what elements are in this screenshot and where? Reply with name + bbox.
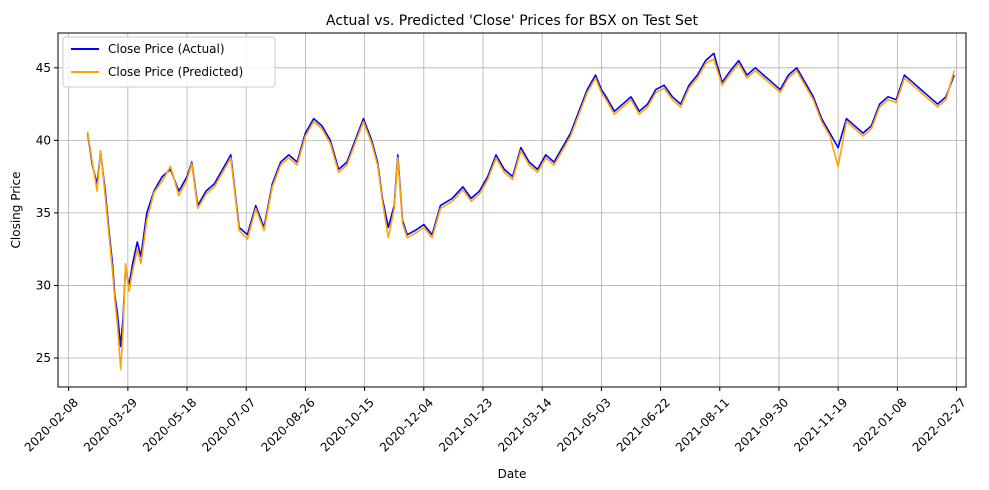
series-line-actual: [86, 52, 955, 348]
x-tick-label: 2022-02-27: [910, 395, 969, 454]
series-layer: [86, 52, 955, 371]
y-tick-label: 25: [36, 351, 51, 365]
legend-label-actual: Close Price (Actual): [108, 42, 225, 56]
x-tick-label: 2021-08-11: [673, 395, 732, 454]
x-tick-label: 2020-05-18: [140, 395, 199, 454]
y-tick-label: 30: [36, 278, 51, 292]
x-axis-ticks: 2020-02-08 2020-03-29 2020-05-18 2020-07-07…: [22, 387, 969, 455]
x-tick-label: 2020-10-15: [318, 395, 377, 454]
x-tick-label: 2021-05-03: [555, 395, 614, 454]
x-axis-title: Date: [498, 467, 527, 481]
x-tick-label: 2021-09-30: [732, 395, 791, 454]
y-axis-ticks: 25 30 35 40 45: [36, 61, 58, 365]
x-tick-label: 2020-12-04: [377, 395, 436, 454]
plot-frame: [57, 32, 967, 388]
x-tick-label: 2021-03-14: [495, 395, 554, 454]
legend-box: [62, 36, 276, 88]
series-line-predicted: [86, 58, 955, 371]
y-tick-label: 45: [36, 61, 51, 75]
legend-label-predicted: Close Price (Predicted): [108, 65, 243, 79]
x-tick-label: 2022-01-08: [850, 395, 909, 454]
x-tick-label: 2020-08-26: [259, 395, 318, 454]
y-tick-label: 35: [36, 206, 51, 220]
x-tick-label: 2020-07-07: [199, 395, 258, 454]
x-tick-label: 2020-02-08: [22, 395, 81, 454]
grid-lines: [58, 33, 966, 387]
x-tick-label: 2021-11-19: [791, 395, 850, 454]
y-tick-label: 40: [36, 133, 51, 147]
x-tick-label: 2021-06-22: [614, 395, 673, 454]
x-tick-label: 2021-01-23: [436, 395, 495, 454]
y-axis-title: Closing Price: [9, 172, 23, 249]
chart-title: Actual vs. Predicted 'Close' Prices for …: [326, 13, 699, 29]
x-tick-label: 2020-03-29: [81, 395, 140, 454]
legend: Close Price (Actual) Close Price (Predic…: [62, 36, 276, 88]
